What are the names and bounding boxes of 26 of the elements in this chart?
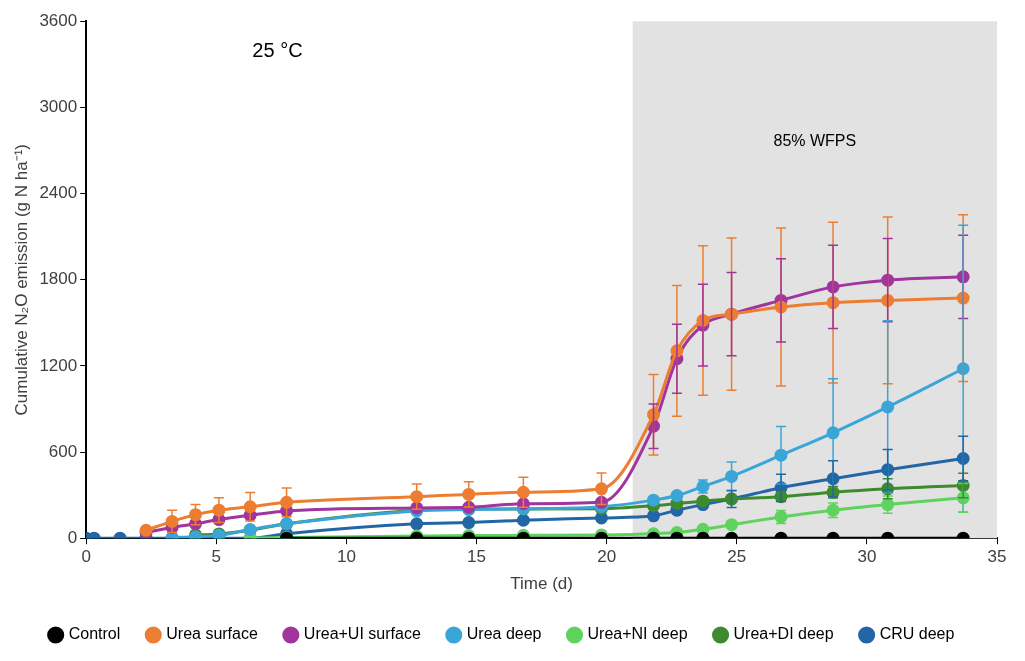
band-label: 85% WFPS (773, 131, 857, 149)
y-tick-label: 1200 (39, 355, 78, 375)
x-tick-label: 5 (211, 547, 222, 567)
y-tick-label: 3600 (39, 10, 78, 30)
y-tick-label: 1800 (39, 269, 78, 289)
y-tick-label: 600 (48, 441, 78, 461)
y-tick-label: 2400 (39, 183, 78, 203)
x-tick-label: 30 (857, 547, 877, 567)
legend-label: Urea surface (166, 625, 258, 643)
x-tick-label: 0 (81, 547, 91, 567)
legend-label: Urea+NI deep (587, 625, 688, 643)
legend-label: Urea+DI deep (733, 625, 834, 643)
legend-label: Control (68, 625, 121, 643)
x-tick-label: 10 (336, 547, 356, 567)
legend-label: CRU deep (879, 625, 955, 643)
y-tick-label: 0 (67, 527, 78, 547)
annotation: 25 °C (252, 38, 303, 61)
legend-label: Urea+UI surface (303, 625, 421, 643)
x-axis-title: Time (d) (510, 574, 573, 594)
x-tick-label: 35 (987, 547, 1007, 567)
legend-label: Urea deep (466, 625, 542, 643)
x-tick-label: 15 (467, 547, 487, 567)
y-axis-title: Cumulative N₂O emission (g N ha⁻¹) (11, 143, 31, 416)
x-tick-label: 20 (597, 547, 617, 567)
y-tick-label: 3000 (39, 97, 78, 117)
x-tick-label: 25 (727, 547, 747, 567)
